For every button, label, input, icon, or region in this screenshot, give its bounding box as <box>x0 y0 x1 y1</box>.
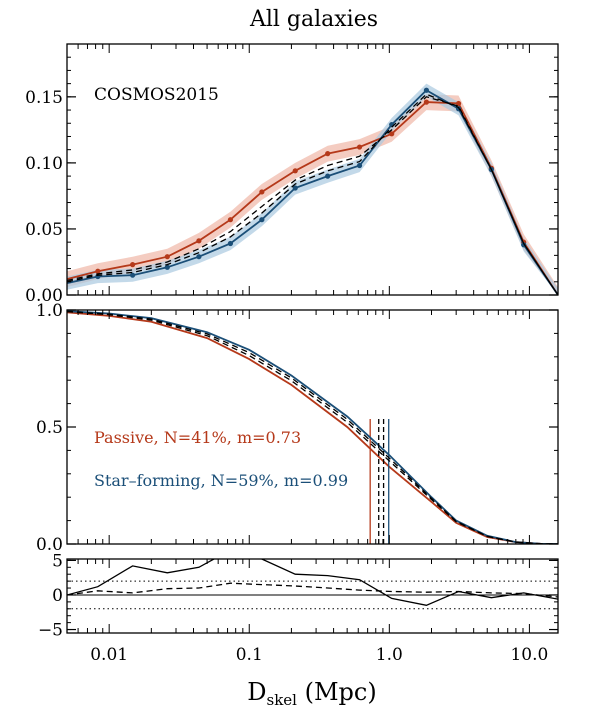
y-tick-label: 0.15 <box>25 88 63 108</box>
middle-panel-cumulative: 0.0 0.5 1.0 <box>36 301 559 555</box>
panel-frame <box>66 558 559 634</box>
series-line-significance <box>67 559 558 606</box>
y-tick-label: 0.10 <box>25 154 63 174</box>
data-point-passive <box>292 168 298 174</box>
plot-area-1 <box>67 310 558 544</box>
x-axis: 0.01 0.1 1.0 10.0 <box>90 645 548 665</box>
band-passive <box>67 94 558 295</box>
data-point-star_forming <box>356 162 363 169</box>
panel-annotation: COSMOS2015 <box>94 85 219 105</box>
panel-frame <box>66 309 559 545</box>
band-star-forming <box>67 83 558 295</box>
y-tick-label: 0.05 <box>25 220 63 240</box>
data-point-star_forming <box>325 173 331 179</box>
data-point-passive <box>196 238 202 244</box>
plot-area-0 <box>67 83 558 295</box>
data-point-passive <box>356 144 363 150</box>
y-tick-label: 1.0 <box>36 301 63 321</box>
x-axis-label: Dskel (Mpc) <box>247 678 376 709</box>
y-tick-label: 0.00 <box>25 286 63 306</box>
x-tick-label: 10.0 <box>510 645 548 665</box>
x-tick-label: 1.0 <box>376 645 403 665</box>
series-line-model-significance <box>67 582 558 598</box>
data-point-passive <box>389 131 395 137</box>
y-tick-label: −5 <box>38 621 63 641</box>
chart-title: All galaxies <box>249 7 378 32</box>
data-point-star_forming <box>259 217 265 223</box>
data-point-passive <box>423 99 430 105</box>
x-axis-label-unit: (Mpc) <box>297 678 377 706</box>
data-point-passive <box>455 100 462 107</box>
x-axis-label-main: D <box>247 678 266 706</box>
data-point-star_forming <box>196 254 202 260</box>
y-tick-label: 0.5 <box>36 418 63 438</box>
x-tick-label: 0.01 <box>90 645 128 665</box>
plot-area-2 <box>67 559 558 610</box>
data-point-star_forming <box>292 185 298 191</box>
data-point-passive <box>164 254 170 260</box>
data-point-passive <box>130 262 136 268</box>
series-line-model-1 <box>67 96 558 295</box>
bottom-panel-significance: −5 0 5 <box>38 551 559 641</box>
x-tick-label: 0.1 <box>236 645 263 665</box>
data-point-passive <box>227 217 234 223</box>
y-tick-label: 0 <box>52 586 63 606</box>
top-panel-density: 0.00 0.05 0.10 0.15 <box>25 43 559 306</box>
data-point-star_forming <box>227 240 234 247</box>
data-point-star_forming <box>423 87 430 93</box>
legend-passive: Passive, N=41%, m=0.73 <box>94 428 301 447</box>
series-line-model-2 <box>67 93 558 295</box>
series-line-passive <box>67 101 558 295</box>
data-point-passive <box>325 151 331 157</box>
data-point-star_forming <box>130 272 136 278</box>
data-point-passive <box>95 268 101 274</box>
legend-star-forming: Star–forming, N=59%, m=0.99 <box>94 471 348 490</box>
y-tick-label: 5 <box>52 551 63 571</box>
data-point-passive <box>259 189 265 195</box>
x-axis-label-sub: skel <box>267 691 298 709</box>
series-line-model-2 <box>67 310 558 544</box>
y-tick-label: 0.0 <box>36 535 63 555</box>
panel-frame <box>66 43 559 296</box>
data-point-star_forming <box>164 264 170 270</box>
